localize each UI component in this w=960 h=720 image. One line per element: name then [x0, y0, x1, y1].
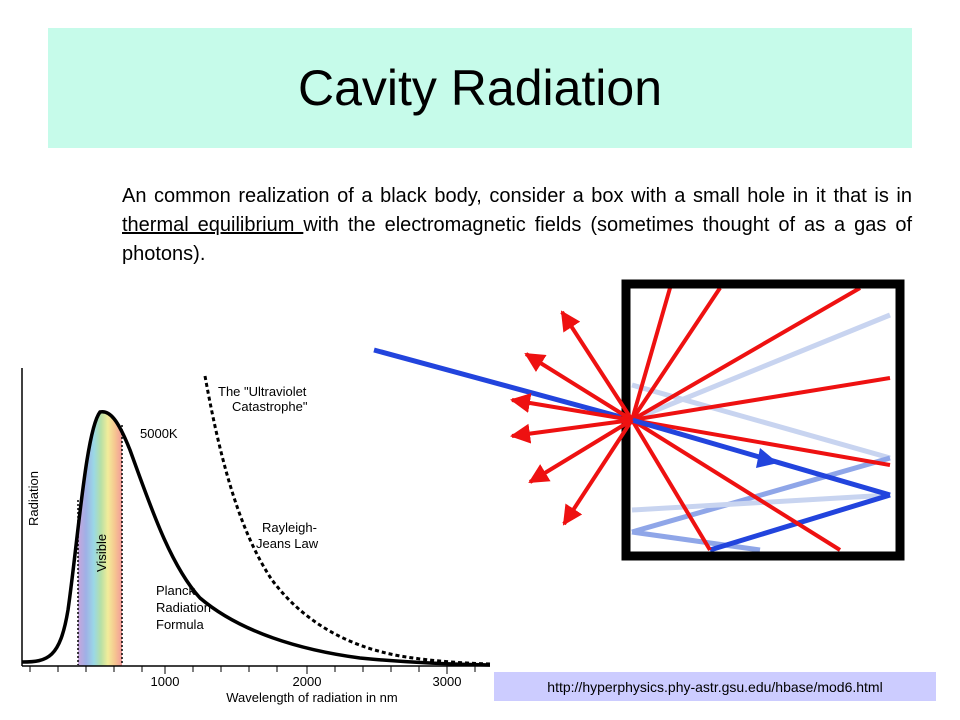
planck-curve [21, 410, 491, 667]
y-axis-label: Radiation [26, 471, 41, 526]
rayleigh-jeans-curve [203, 375, 491, 666]
planck-label-line3: Formula [156, 617, 204, 632]
planck-label-line2: Radiation [156, 600, 211, 615]
x-tick-label-3000: 3000 [433, 674, 462, 689]
slide-title: Cavity Radiation [297, 60, 663, 116]
cavity-diagram [373, 279, 905, 561]
thermal-equilibrium-link[interactable]: thermal equilibrium [122, 214, 304, 236]
source-url[interactable]: http://hyperphysics.phy-astr.gsu.edu/hba… [547, 678, 883, 695]
rayleigh-jeans-label-line2: Jeans Law [256, 536, 319, 551]
source-url-box[interactable]: http://hyperphysics.phy-astr.gsu.edu/hba… [494, 672, 936, 701]
x-axis-ticks [29, 666, 476, 674]
visible-band [78, 411, 122, 666]
incoming-blue-ray [373, 347, 633, 423]
temperature-label: 5000K [140, 426, 178, 441]
body-text-part2: with the electromagnetic fields (sometim… [122, 214, 912, 265]
body-paragraph: An common realization of a black body, c… [122, 182, 912, 269]
blackbody-spectrum-plot: Radiation Visible 5000K The "Ultraviolet… [21, 368, 491, 705]
visible-label: Visible [94, 534, 109, 572]
rayleigh-jeans-label-line1: Rayleigh- [262, 520, 317, 535]
internal-red-rays [630, 286, 891, 552]
x-tick-label-1000: 1000 [151, 674, 180, 689]
blue-arrowhead-icon [756, 448, 778, 468]
x-axis-label: Wavelength of radiation in nm [226, 690, 398, 705]
body-text-part1: An common realization of a black body, c… [122, 185, 912, 207]
title-banner: Cavity Radiation [48, 28, 912, 148]
uv-catastrophe-label-line1: The "Ultraviolet [218, 384, 307, 399]
planck-label-line1: Planck [156, 583, 196, 598]
uv-catastrophe-label-line2: Catastrophe" [232, 399, 308, 414]
emitted-red-arrows [510, 310, 634, 526]
x-tick-label-2000: 2000 [293, 674, 322, 689]
